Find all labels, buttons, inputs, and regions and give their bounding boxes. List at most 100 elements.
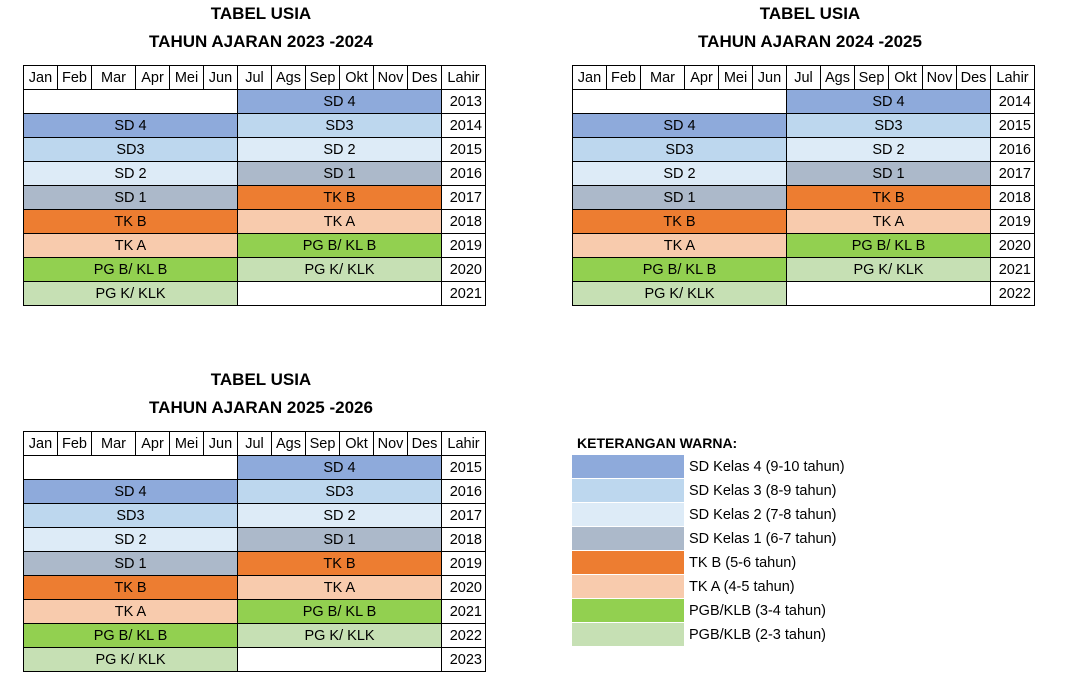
class-cell-jul-des: SD 2 <box>237 137 442 162</box>
table-row: SD3 SD 2 2017 <box>23 503 486 528</box>
month-header-mei: Mei <box>718 65 753 90</box>
table-row: TK A PG B/ KL B 2020 <box>572 233 1035 258</box>
month-header-jul: Jul <box>237 431 272 456</box>
class-cell-jan-jun: SD3 <box>23 137 238 162</box>
lahir-header: Lahir <box>441 65 486 90</box>
month-header-jan: Jan <box>23 65 58 90</box>
birth-year-cell: 2021 <box>441 599 486 624</box>
class-cell-jan-jun: TK B <box>23 575 238 600</box>
class-cell-jan-jun: PG K/ KLK <box>23 281 238 306</box>
legend-swatch <box>572 575 684 598</box>
table2-title-line1: TABEL USIA <box>759 4 861 23</box>
table-row: SD 2 SD 1 2016 <box>23 161 486 186</box>
table-row: TK B TK A 2019 <box>572 209 1035 234</box>
table-row: PG K/ KLK 2022 <box>572 281 1035 306</box>
class-cell-jul-des: TK B <box>786 185 991 210</box>
class-cell-jan-jun: SD 1 <box>572 185 787 210</box>
month-header-sep: Sep <box>305 65 340 90</box>
legend-swatch <box>572 527 684 550</box>
header-row: Jan Feb Mar Apr Mei Jun Jul Ags Sep Okt Nov Des Lahi… <box>23 65 486 90</box>
month-header-mei: Mei <box>169 431 204 456</box>
birth-year-cell: 2019 <box>441 551 486 576</box>
month-header-ags: Ags <box>271 65 306 90</box>
legend-label: TK A (4-5 tahun) <box>689 578 795 595</box>
class-cell-jul-des: SD3 <box>237 113 442 138</box>
class-cell-jan-jun: SD 2 <box>572 161 787 186</box>
class-cell-jul-des: SD 4 <box>786 89 991 114</box>
legend-label: SD Kelas 3 (8-9 tahun) <box>689 482 837 499</box>
table-row: SD3 SD 2 2016 <box>572 137 1035 162</box>
table-row: PG K/ KLK 2021 <box>23 281 486 306</box>
table-row: SD 2 SD 1 2017 <box>572 161 1035 186</box>
class-cell-jul-des: TK A <box>237 209 442 234</box>
month-header-nov: Nov <box>922 65 957 90</box>
legend-item: TK B (5-6 tahun) <box>572 551 796 574</box>
table-row: PG B/ KL B PG K/ KLK 2020 <box>23 257 486 282</box>
class-cell-jul-des: PG K/ KLK <box>237 623 442 648</box>
class-cell-jul-des: TK A <box>786 209 991 234</box>
birth-year-cell: 2022 <box>441 623 486 648</box>
table-row: PG K/ KLK 2023 <box>23 647 486 672</box>
table2-title-line2: TAHUN AJARAN 2024 -2025 <box>698 32 922 51</box>
legend-swatch <box>572 479 684 502</box>
class-cell-jul-des: SD 2 <box>237 503 442 528</box>
class-cell-jul-des: PG B/ KL B <box>786 233 991 258</box>
table-row: SD3 SD 2 2015 <box>23 137 486 162</box>
class-cell-jul-des: SD 2 <box>786 137 991 162</box>
birth-year-cell: 2019 <box>990 209 1035 234</box>
class-cell-jan-jun: PG B/ KL B <box>23 623 238 648</box>
class-cell-jan-jun: SD3 <box>23 503 238 528</box>
legend-label: TK B (5-6 tahun) <box>689 554 797 571</box>
month-header-ags: Ags <box>271 431 306 456</box>
month-header-mar: Mar <box>91 65 136 90</box>
month-header-mei: Mei <box>169 65 204 90</box>
class-cell-jul-des: SD 4 <box>237 89 442 114</box>
class-cell-jul-des: PG K/ KLK <box>237 257 442 282</box>
birth-year-cell: 2021 <box>990 257 1035 282</box>
class-cell-jul-des <box>237 281 442 306</box>
month-header-des: Des <box>407 431 442 456</box>
class-cell-jul-des: PG K/ KLK <box>786 257 991 282</box>
class-cell-jan-jun: SD 2 <box>23 161 238 186</box>
class-cell-jan-jun <box>23 455 238 480</box>
class-cell-jan-jun: SD 4 <box>23 479 238 504</box>
month-header-des: Des <box>407 65 442 90</box>
table-row: SD 4 SD3 2014 <box>23 113 486 138</box>
class-cell-jan-jun: TK A <box>572 233 787 258</box>
lahir-header: Lahir <box>990 65 1035 90</box>
class-cell-jul-des: SD 1 <box>237 527 442 552</box>
class-cell-jan-jun: SD 4 <box>572 113 787 138</box>
class-cell-jan-jun: SD 1 <box>23 551 238 576</box>
month-header-mar: Mar <box>91 431 136 456</box>
lahir-header: Lahir <box>441 431 486 456</box>
table3-title-line1: TABEL USIA <box>210 370 312 389</box>
age-table-2025-2026: Jan Feb Mar Apr Mei Jun Jul Ags Sep Okt Nov Des Lahi… <box>23 431 486 672</box>
class-cell-jan-jun <box>23 89 238 114</box>
legend-item: TK A (4-5 tahun) <box>572 575 795 598</box>
table-row: SD 4 2014 <box>572 89 1035 114</box>
class-cell-jan-jun: PG K/ KLK <box>23 647 238 672</box>
table-row: SD 1 TK B 2018 <box>572 185 1035 210</box>
legend-item: PGB/KLB (3-4 tahun) <box>572 599 826 622</box>
birth-year-cell: 2022 <box>990 281 1035 306</box>
legend-swatch <box>572 623 684 646</box>
table1-title-line1: TABEL USIA <box>210 4 312 23</box>
class-cell-jan-jun: SD3 <box>572 137 787 162</box>
legend-label: PGB/KLB (2-3 tahun) <box>689 626 827 643</box>
month-header-jan: Jan <box>23 431 58 456</box>
table-row: SD 4 SD3 2016 <box>23 479 486 504</box>
class-cell-jan-jun: PG K/ KLK <box>572 281 787 306</box>
class-cell-jan-jun: PG B/ KL B <box>572 257 787 282</box>
month-header-sep: Sep <box>854 65 889 90</box>
table3-title-line2: TAHUN AJARAN 2025 -2026 <box>149 398 373 417</box>
birth-year-cell: 2020 <box>441 575 486 600</box>
class-cell-jan-jun: TK B <box>23 209 238 234</box>
birth-year-cell: 2013 <box>441 89 486 114</box>
table2-title: TABEL USIA TAHUN AJARAN 2024 -2025 <box>572 4 1048 52</box>
birth-year-cell: 2017 <box>441 185 486 210</box>
class-cell-jan-jun <box>572 89 787 114</box>
month-header-okt: Okt <box>888 65 923 90</box>
class-cell-jul-des <box>786 281 991 306</box>
header-row: Jan Feb Mar Apr Mei Jun Jul Ags Sep Okt Nov Des Lahi… <box>23 431 486 456</box>
month-header-jun: Jun <box>752 65 787 90</box>
